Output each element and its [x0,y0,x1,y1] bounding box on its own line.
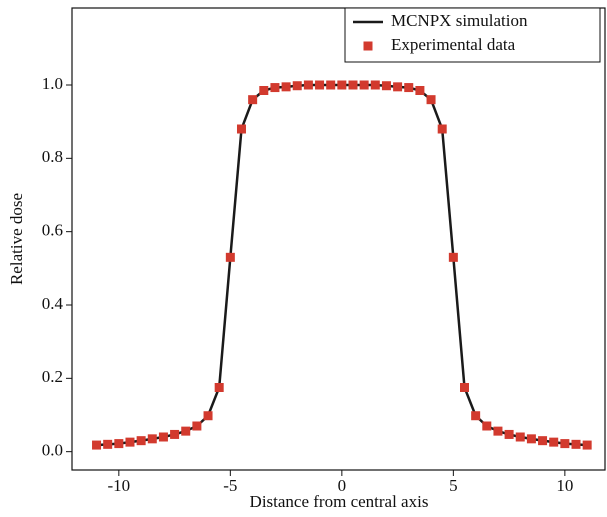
x-tick-label: 5 [449,476,458,495]
point [103,439,113,449]
y-tick-label: 0.0 [42,441,63,460]
y-axis-label: Relative dose [7,193,26,285]
point [125,437,135,447]
point [426,95,436,105]
point [114,439,124,449]
point [158,432,168,442]
point [170,429,180,439]
x-tick-label: -5 [223,476,237,495]
y-tick-label: 0.4 [42,294,64,313]
point [571,439,581,449]
point [147,434,157,444]
point [337,80,347,90]
point [359,80,369,90]
point [292,81,302,91]
line [96,83,588,447]
point [393,82,403,92]
legend-box [344,7,601,63]
point [192,421,202,431]
point [225,252,235,262]
point [404,83,414,93]
point [549,437,559,447]
legend-label: MCNPX simulation [391,11,528,30]
point [348,80,358,90]
point [526,434,536,444]
point [370,80,380,90]
x-tick-label: 10 [556,476,573,495]
point [538,436,548,446]
point [560,439,570,449]
y-tick-label: 0.8 [42,147,63,166]
point [582,440,592,450]
point [515,432,525,442]
point [315,80,325,90]
point [504,429,514,439]
x-tick-label: 0 [338,476,347,495]
legend-marker [363,41,373,51]
point [203,411,213,421]
point [303,80,313,90]
point [381,81,391,91]
point [471,411,481,421]
x-tick-label: -10 [107,476,130,495]
point [437,124,447,134]
point [214,383,224,392]
point [270,83,280,93]
point [92,440,102,450]
x-axis-label: Distance from central axis [250,492,429,511]
point [482,421,492,431]
point [236,124,246,134]
point [181,426,191,436]
point [248,95,258,105]
point [460,383,470,392]
point [259,86,269,95]
y-tick-label: 0.6 [42,221,63,240]
point [136,436,146,446]
point [415,86,425,95]
point [326,80,336,90]
point [281,82,291,92]
legend-label: Experimental data [391,35,516,54]
plot-frame [71,7,606,471]
point [493,426,503,436]
y-tick-label: 0.2 [42,367,63,386]
point [448,252,458,262]
y-tick-label: 1.0 [42,74,63,93]
